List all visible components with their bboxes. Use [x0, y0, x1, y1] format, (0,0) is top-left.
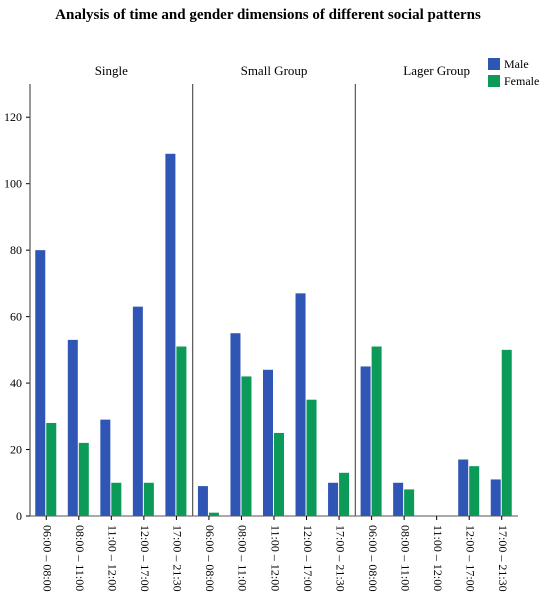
x-tick-label: 17:00 – 21:30: [171, 525, 185, 592]
x-tick-label: 17:00 – 21:30: [496, 525, 510, 592]
legend-swatch-male: [488, 58, 500, 70]
y-tick-label: 60: [10, 310, 22, 324]
y-tick-label: 40: [10, 376, 22, 390]
y-tick-label: 100: [4, 177, 22, 191]
x-tick-label: 11:00 – 12:00: [431, 525, 445, 591]
panel-title: Single: [95, 63, 128, 78]
legend-swatch-female: [488, 75, 500, 87]
bar-female: [176, 346, 187, 516]
bar-male: [197, 486, 208, 516]
y-tick-label: 0: [16, 509, 22, 523]
chart-title: Analysis of time and gender dimensions o…: [55, 7, 481, 23]
plot-area: 0 20 40 60 80 100 120 Single 06:00 – 08:00 08:00 …: [4, 63, 518, 592]
bar-female: [78, 442, 89, 516]
bar-male: [67, 339, 78, 516]
bar-female: [371, 346, 382, 516]
x-tick-label: 17:00 – 21:30: [333, 525, 347, 592]
bar-male: [35, 250, 46, 516]
x-tick-label: 11:00 – 12:00: [268, 525, 282, 591]
x-tick-label: 06:00 – 08:00: [366, 525, 380, 592]
y-tick-label: 80: [10, 243, 22, 257]
bar-male: [295, 293, 306, 516]
x-tick-label: 12:00 – 17:00: [463, 525, 477, 592]
x-tick-label: 12:00 – 17:00: [301, 525, 315, 592]
x-tick-label: 08:00 – 11:00: [73, 525, 87, 591]
bar-male: [132, 306, 143, 516]
bar-female: [111, 482, 122, 516]
bar-female: [274, 432, 284, 516]
bar-male: [230, 333, 241, 516]
y-tick-label: 20: [10, 443, 22, 457]
bar-female: [404, 489, 415, 516]
x-tick-label: 06:00 – 08:00: [41, 525, 55, 592]
panel-title: Lager Group: [403, 63, 470, 78]
bar-male: [393, 482, 404, 516]
y-tick-label: 120: [4, 110, 22, 124]
x-tick-label: 06:00 – 08:00: [203, 525, 217, 592]
x-tick-label: 12:00 – 17:00: [138, 525, 152, 592]
bar-female: [241, 376, 252, 516]
bar-female: [208, 512, 219, 516]
bar-female: [501, 349, 512, 516]
bar-female: [143, 482, 154, 516]
bar-female: [306, 399, 317, 516]
x-tick-label: 08:00 – 11:00: [398, 525, 412, 591]
bar-female: [339, 472, 350, 516]
bar-male: [100, 419, 111, 516]
bar-male: [165, 153, 176, 517]
legend-label: Female: [504, 74, 539, 88]
bar-male: [328, 482, 339, 516]
legend-label: Male: [504, 57, 529, 71]
panel-title: Small Group: [241, 63, 308, 78]
bar-male: [263, 369, 273, 516]
legend: Male Female: [488, 57, 539, 88]
x-tick-label: 08:00 – 11:00: [236, 525, 250, 591]
bar-male: [360, 366, 371, 516]
x-tick-label: 11:00 – 12:00: [106, 525, 120, 591]
bar-male: [490, 479, 501, 516]
bar-female: [46, 422, 57, 516]
bar-male: [458, 459, 469, 516]
bar-female: [469, 466, 480, 516]
